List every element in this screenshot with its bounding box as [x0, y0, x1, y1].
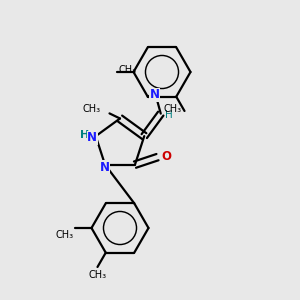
Text: CH₃: CH₃	[164, 104, 181, 114]
Text: O: O	[161, 150, 171, 163]
Text: CH₃: CH₃	[56, 230, 74, 239]
Text: CH₃: CH₃	[118, 65, 136, 75]
Text: H: H	[165, 110, 173, 120]
Text: N: N	[150, 88, 160, 101]
Text: H: H	[80, 130, 89, 140]
Text: CH₃: CH₃	[88, 270, 106, 280]
Text: N: N	[87, 131, 97, 144]
Text: N: N	[99, 160, 110, 173]
Text: CH₃: CH₃	[82, 104, 100, 115]
